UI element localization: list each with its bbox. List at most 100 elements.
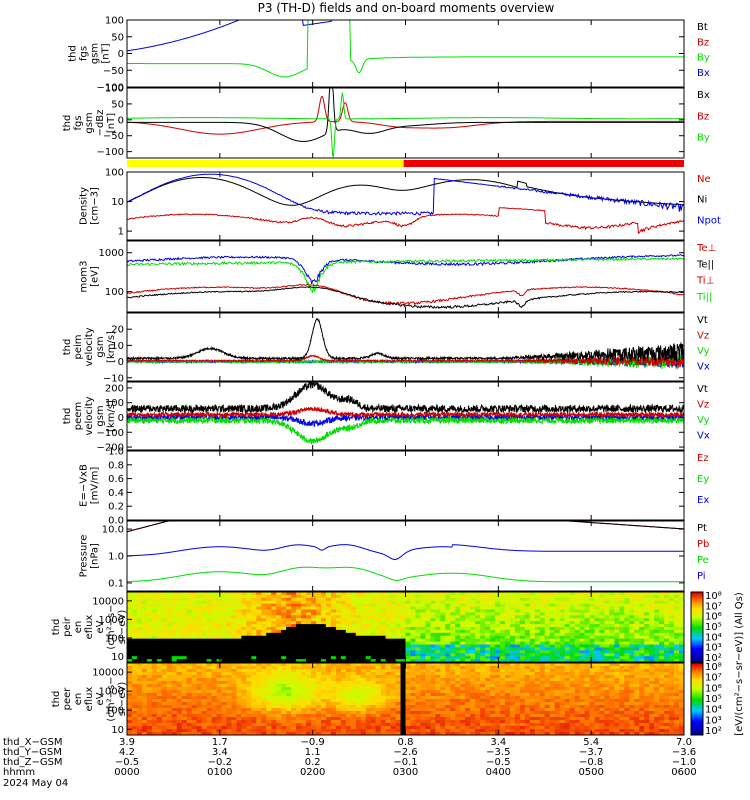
heatmap-cell [355, 597, 362, 602]
heatmap-cell [509, 635, 516, 640]
heatmap-cell [549, 687, 556, 691]
heatmap-cell [564, 618, 571, 622]
heatmap-cell [355, 732, 362, 736]
heatmap-cell [261, 653, 267, 657]
heatmap-cell [509, 666, 516, 670]
heatmap-cell [306, 705, 312, 709]
heatmap-cell [659, 653, 665, 657]
heatmap-cell [549, 644, 556, 648]
heatmap-cell [644, 618, 650, 622]
heatmap-cell [375, 638, 382, 642]
heatmap-cell [127, 629, 133, 634]
heatmap-cell [534, 659, 541, 663]
heatmap-cell [365, 632, 372, 637]
heatmap-cell [141, 714, 148, 718]
heatmap-cell [261, 702, 267, 706]
heatmap-cell [440, 659, 446, 663]
heatmap-cell [325, 638, 332, 642]
heatmap-cell [261, 729, 267, 733]
heatmap-cell [390, 705, 396, 709]
panel-ylabel: thd fgs gsm [nT] [68, 43, 112, 64]
ytick-label: 10000 [92, 668, 124, 679]
heatmap-cell [654, 656, 660, 660]
heatmap-cell [544, 594, 551, 599]
heatmap-cell [435, 678, 441, 682]
heatmap-cell [350, 708, 357, 712]
heatmap-cell [465, 693, 471, 697]
heatmap-cell [574, 647, 580, 651]
heatmap-cell [380, 663, 386, 667]
heatmap-cell [360, 627, 367, 631]
heatmap-cell [276, 669, 282, 673]
ytick-label: 50 [111, 99, 124, 110]
heatmap-cell [480, 717, 486, 721]
heatmap-cell [186, 624, 193, 628]
heatmap-cell [485, 650, 491, 654]
heatmap-cell [325, 702, 332, 706]
heatmap-cell [420, 618, 426, 622]
heatmap-cell [420, 666, 426, 670]
heatmap-cell [440, 650, 446, 654]
heatmap-cell [619, 594, 625, 599]
heatmap-cell [201, 669, 207, 673]
heatmap-cell [186, 675, 193, 679]
heatmap-cell [679, 592, 685, 596]
heatmap-cell [499, 720, 506, 724]
heatmap-cell [569, 635, 575, 640]
heatmap-cell [415, 732, 421, 736]
heatmap-cell [151, 600, 158, 605]
heatmap-cell [395, 711, 401, 715]
heatmap-cell [306, 732, 312, 736]
heatmap-cell [495, 624, 501, 628]
heatmap-cell [524, 600, 531, 605]
heatmap-cell [281, 615, 287, 619]
heatmap-cell [544, 597, 551, 602]
heatmap-cell [365, 603, 372, 607]
heatmap-cell [504, 629, 511, 634]
heatmap-cell [196, 641, 202, 645]
heatmap-cell [181, 717, 188, 721]
heatmap-cell [509, 705, 516, 709]
heatmap-cell [400, 666, 406, 670]
heatmap-cell [340, 624, 347, 628]
heatmap-cell [345, 723, 352, 727]
heatmap-cell [370, 720, 377, 724]
heatmap-cell [504, 717, 511, 721]
heatmap-cell [480, 638, 486, 642]
heatmap-cell [380, 711, 386, 715]
heatmap-cell [549, 612, 556, 616]
heatmap-cell [151, 618, 158, 622]
heatmap-cell [325, 653, 332, 657]
heatmap-cell [390, 656, 396, 660]
heatmap-cell [654, 650, 660, 654]
heatmap-cell [196, 606, 202, 610]
heatmap-cell [355, 675, 362, 679]
heatmap-cell [211, 687, 217, 691]
heatmap-cell [400, 675, 406, 679]
heatmap-cell [176, 693, 183, 697]
heatmap-cell [330, 638, 337, 642]
heatmap-cell [415, 666, 421, 670]
heatmap-cell [166, 618, 173, 622]
heatmap-cell [564, 609, 571, 613]
heatmap-cell [629, 647, 635, 651]
heatmap-cell [156, 708, 163, 712]
heatmap-cell [455, 702, 461, 706]
heatmap-cell [634, 627, 640, 631]
legend-entry: By [697, 53, 710, 64]
heatmap-cell [599, 650, 605, 654]
heatmap-cell [201, 638, 207, 642]
heatmap-cell [127, 693, 133, 697]
heatmap-cell [415, 600, 421, 605]
heatmap-cell [405, 696, 411, 700]
heatmap-cell [191, 600, 198, 605]
heatmap-cell [679, 638, 685, 642]
heatmap-cell [584, 615, 590, 619]
heatmap-cell [405, 621, 411, 625]
heatmap-cell [276, 714, 282, 718]
heatmap-cell [395, 687, 401, 691]
heatmap-cell [146, 594, 153, 599]
heatmap-cell [365, 629, 372, 634]
heatmap-cell [674, 638, 680, 642]
heatmap-cell [181, 696, 188, 700]
